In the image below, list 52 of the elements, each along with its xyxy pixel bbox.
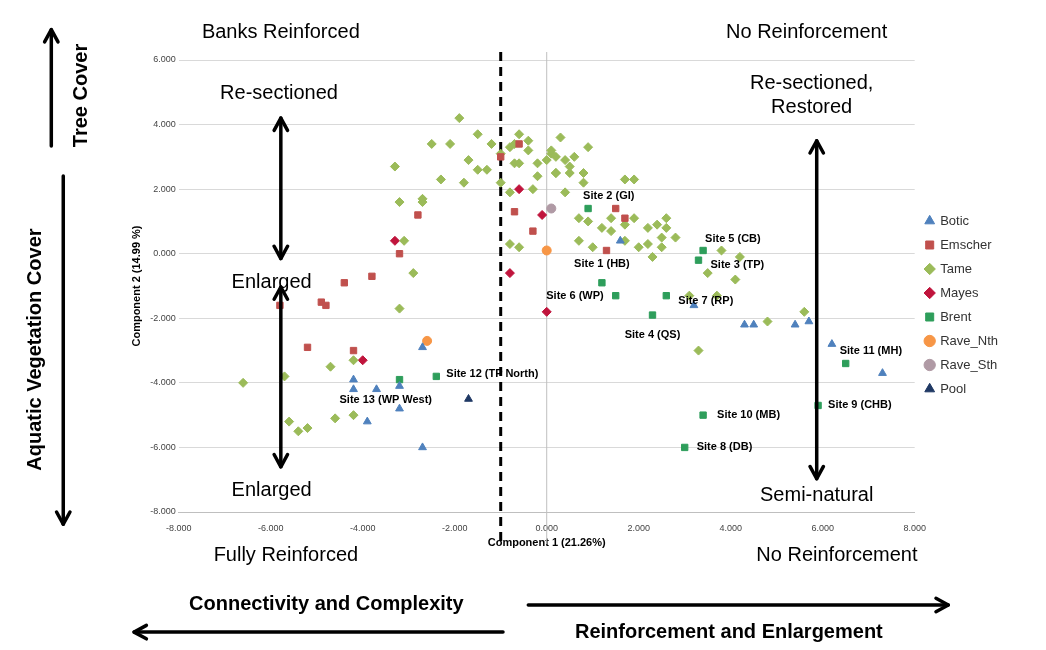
legend-label: Tame xyxy=(940,260,972,276)
legend-label: Botic xyxy=(940,212,970,228)
x-axis-title: Component 1 (21.26%) xyxy=(487,536,607,549)
x-tick-label: -4.000 xyxy=(349,522,376,533)
y-tick-label: 0.000 xyxy=(153,248,176,259)
text: Fully Reinforced xyxy=(213,543,359,566)
text: Aquatic Vegetation Cover xyxy=(22,228,45,471)
legend-label: Mayes xyxy=(940,284,979,300)
text: Reinforcement and Enlargement xyxy=(574,619,884,642)
text: Tree Cover xyxy=(69,43,92,148)
y-tick-label: 6.000 xyxy=(153,54,176,65)
x-tick-label: -2.000 xyxy=(441,522,468,533)
annotation: Site 5 (CB) xyxy=(705,231,762,244)
annotation: Enlarged xyxy=(231,269,312,292)
annotation: Site 13 (WP West) xyxy=(339,392,433,405)
annotation: Site 10 (MB) xyxy=(717,408,781,421)
annotation: Site 11 (MH) xyxy=(839,343,903,356)
y-tick-label: -4.000 xyxy=(150,377,176,388)
annotation: Site 1 (HB) xyxy=(574,256,631,269)
annotation: Site 9 (CHB) xyxy=(828,398,892,411)
y-tick-label: 2.000 xyxy=(153,183,176,194)
x-tick-label: 2.000 xyxy=(627,522,650,533)
x-tick-label: 8.000 xyxy=(903,522,926,533)
legend-label: Rave_Sth xyxy=(940,356,998,372)
x-tick-label: -6.000 xyxy=(257,522,284,533)
annotation: Site 3 (TP) xyxy=(710,258,765,271)
annotation: Re-sectioned, Restored xyxy=(749,71,874,118)
y-tick-label: 4.000 xyxy=(153,119,176,130)
annotation: Enlarged xyxy=(231,478,312,501)
annotation: Site 6 (WP) xyxy=(546,288,605,301)
annotation: Site 4 (QS) xyxy=(624,328,681,341)
legend-label: Emscher xyxy=(940,236,993,252)
y-axis-title: Component 2 (14.99 %) xyxy=(129,225,142,347)
y-tick-label: -6.000 xyxy=(150,441,176,452)
text: Banks Reinforced xyxy=(201,20,360,43)
annotation: Semi-natural xyxy=(760,483,874,506)
x-tick-label: 4.000 xyxy=(719,522,742,533)
x-tick-label: -8.000 xyxy=(165,522,192,533)
legend-label: Rave_Nth xyxy=(940,332,998,348)
x-tick-label: 6.000 xyxy=(811,522,834,533)
text: No Reinforcement xyxy=(756,543,918,566)
text: No Reinforcement xyxy=(726,20,888,43)
text: Connectivity and Complexity xyxy=(189,592,465,615)
y-tick-label: -8.000 xyxy=(150,506,176,517)
annotation: Site 7 (RP) xyxy=(678,293,734,306)
annotation: Site 8 (DB) xyxy=(696,440,753,453)
annotation: Site 2 (GI) xyxy=(583,188,635,201)
legend-label: Brent xyxy=(940,308,972,324)
x-tick-label: 0.000 xyxy=(535,522,558,533)
y-tick-label: -2.000 xyxy=(150,312,176,323)
annotation: Re-sectioned xyxy=(220,80,338,103)
legend-label: Pool xyxy=(940,380,967,396)
